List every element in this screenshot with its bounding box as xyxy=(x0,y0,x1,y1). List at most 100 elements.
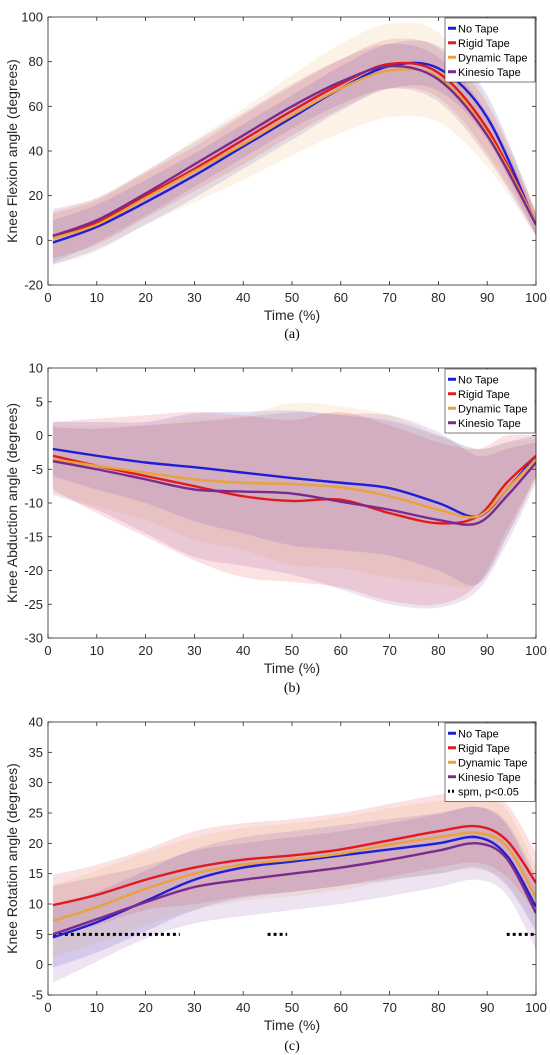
line-dynamic-tape xyxy=(52,67,536,240)
x-tick-label: 50 xyxy=(285,643,299,658)
legend-box xyxy=(444,17,536,83)
legend-entry-label: Rigid Tape xyxy=(458,38,510,50)
x-axis-label: Time (%) xyxy=(264,1017,320,1033)
x-tick-label: 40 xyxy=(236,290,250,305)
x-tick-label: 0 xyxy=(44,643,51,658)
x-tick-label: 0 xyxy=(44,290,51,305)
legend-entry-label: No Tape xyxy=(458,728,499,740)
band-rigid-tape xyxy=(52,789,536,936)
y-axis-label: Knee Flexion angle (degrees) xyxy=(4,59,20,243)
y-tick-label: 10 xyxy=(29,897,43,912)
x-axis-label: Time (%) xyxy=(264,660,320,676)
x-axis-ticks: 0 10 20 30 40 50 60 70 80 90 100 xyxy=(44,17,547,305)
x-axis-label: Time (%) xyxy=(264,307,320,323)
y-axis-ticks: -20 0 20 40 60 80 100 xyxy=(21,10,536,293)
x-tick-label: 90 xyxy=(480,643,494,658)
band-dynamic-tape xyxy=(52,402,536,588)
panel-caption: (b) xyxy=(284,681,301,696)
legend-entry-label: Dynamic Tape xyxy=(458,403,528,415)
line-no-tape xyxy=(52,61,536,244)
series-lines xyxy=(52,824,536,939)
x-tick-label: 30 xyxy=(187,1000,201,1015)
y-tick-label: 0 xyxy=(36,233,43,248)
x-tick-label: 50 xyxy=(285,290,299,305)
confidence-bands xyxy=(52,402,536,609)
x-tick-label: 70 xyxy=(382,643,396,658)
x-tick-label: 90 xyxy=(480,290,494,305)
y-axis-ticks: -30 -25 -20 -15 -10 -5 0 5 10 xyxy=(24,361,536,646)
y-tick-label: 5 xyxy=(36,927,43,942)
line-rigid-tape xyxy=(52,824,536,907)
x-tick-label: 40 xyxy=(236,643,250,658)
y-tick-label: 10 xyxy=(29,361,43,376)
legend-box xyxy=(444,368,536,434)
y-tick-label: -5 xyxy=(31,462,43,477)
panel-caption: (c) xyxy=(284,1039,300,1054)
series-lines xyxy=(52,447,536,526)
x-tick-label: 20 xyxy=(138,290,152,305)
legend-entry-label: Rigid Tape xyxy=(458,743,510,755)
x-tick-label: 80 xyxy=(431,290,445,305)
x-tick-label: 50 xyxy=(285,1000,299,1015)
chart-knee-abduction: 0 10 20 30 40 50 60 70 80 90 100 -30-25-20-15-10-5… xyxy=(4,361,547,697)
y-tick-label: 40 xyxy=(29,144,43,159)
legend: No Tape Rigid Tape Dynamic Tape Kinesio Tap… xyxy=(444,17,536,83)
x-tick-label: 10 xyxy=(90,1000,104,1015)
x-tick-label: 60 xyxy=(334,1000,348,1015)
x-tick-label: 100 xyxy=(525,290,547,305)
y-tick-label: 100 xyxy=(21,10,43,25)
y-axis-label: Knee Rotation angle (degrees) xyxy=(4,763,20,954)
y-tick-label: -20 xyxy=(24,563,43,578)
band-no-tape xyxy=(52,40,536,265)
band-kinesio-tape xyxy=(52,806,536,983)
x-tick-label: 90 xyxy=(480,1000,494,1015)
legend-entry-label: Rigid Tape xyxy=(458,389,510,401)
legend-entry-label: Dynamic Tape xyxy=(458,52,528,64)
x-tick-label: 40 xyxy=(236,1000,250,1015)
band-no-tape xyxy=(52,410,536,586)
y-tick-label: -20 xyxy=(24,278,43,293)
band-rigid-tape xyxy=(52,38,536,259)
legend-entry-label: Dynamic Tape xyxy=(458,757,528,769)
x-tick-label: 30 xyxy=(187,290,201,305)
y-tick-label: -5 xyxy=(31,988,43,1003)
band-dynamic-tape xyxy=(52,22,536,265)
legend-entry-label: spm, p<0.05 xyxy=(458,786,519,798)
x-tick-label: 30 xyxy=(187,643,201,658)
y-tick-label: -10 xyxy=(24,496,43,511)
x-tick-label: 80 xyxy=(431,1000,445,1015)
y-tick-label: 0 xyxy=(36,428,43,443)
y-tick-label: 5 xyxy=(36,394,43,409)
chart-knee-rotation: 0 10 20 30 40 50 60 70 80 90 100 -5051015202530354… xyxy=(4,715,547,1055)
y-tick-label: 35 xyxy=(29,745,43,760)
y-tick-label: 20 xyxy=(29,836,43,851)
band-kinesio-tape xyxy=(52,412,536,609)
x-tick-label: 80 xyxy=(431,643,445,658)
y-tick-label: 20 xyxy=(29,188,43,203)
y-tick-label: 0 xyxy=(36,957,43,972)
x-axis-ticks: 0 10 20 30 40 50 60 70 80 90 100 xyxy=(44,722,547,1015)
series-lines xyxy=(52,61,536,244)
band-rigid-tape xyxy=(52,411,536,606)
y-tick-label: 60 xyxy=(29,99,43,114)
x-tick-label: 60 xyxy=(334,290,348,305)
panel-caption: (a) xyxy=(284,327,300,342)
y-tick-label: -15 xyxy=(24,529,43,544)
x-tick-label: 0 xyxy=(44,1000,51,1015)
y-tick-label: -25 xyxy=(24,597,43,612)
y-axis-ticks: -5 0 5 10 15 20 25 30 35 40 xyxy=(29,715,536,1003)
legend-box xyxy=(444,722,536,802)
x-tick-label: 100 xyxy=(525,1000,547,1015)
y-tick-label: 30 xyxy=(29,775,43,790)
legend-entry-label: No Tape xyxy=(458,23,499,35)
line-dynamic-tape xyxy=(52,457,536,519)
confidence-bands xyxy=(52,22,536,265)
x-tick-label: 10 xyxy=(90,643,104,658)
x-tick-label: 10 xyxy=(90,290,104,305)
x-tick-label: 60 xyxy=(334,643,348,658)
x-tick-label: 20 xyxy=(138,1000,152,1015)
y-tick-label: 40 xyxy=(29,715,43,730)
line-kinesio-tape xyxy=(52,64,536,238)
x-tick-label: 100 xyxy=(525,643,547,658)
